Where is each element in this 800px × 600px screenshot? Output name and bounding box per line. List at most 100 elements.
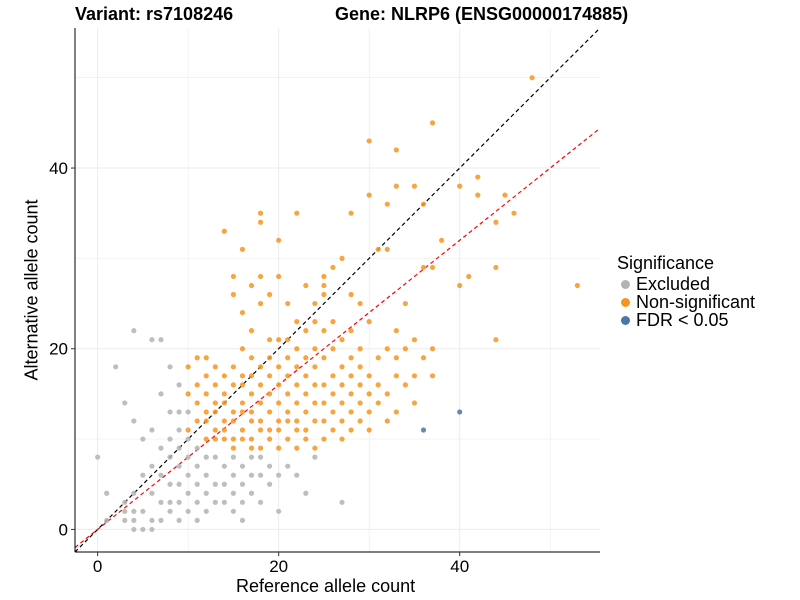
data-point-excluded [203,454,209,460]
data-point-excluded [248,490,255,496]
data-point-non-significant [276,337,282,343]
data-point-non-significant [248,282,255,289]
data-point-excluded [167,409,173,415]
data-point-non-significant [574,282,580,289]
data-point-non-significant [303,436,309,442]
data-point-non-significant [248,418,255,424]
data-point-excluded [230,472,237,478]
data-point-non-significant [429,346,436,352]
reference-line-identity [75,28,600,552]
data-point-excluded [131,490,137,496]
data-point-non-significant [411,183,418,189]
data-point-non-significant [276,400,282,406]
data-point-non-significant [438,237,445,243]
data-point-non-significant [257,427,264,433]
data-point-non-significant [267,436,273,442]
data-point-excluded [221,463,227,469]
data-point-excluded [239,517,246,523]
data-point-non-significant [230,409,237,415]
data-point-non-significant [312,418,318,424]
legend-swatch [621,297,630,307]
data-point-non-significant [203,409,209,415]
data-point-non-significant [330,427,336,433]
data-point-non-significant [276,427,282,433]
data-point-excluded [122,400,128,406]
data-point-non-significant [366,138,372,144]
data-point-non-significant [393,355,399,361]
legend-label: Non-significant [636,291,756,312]
data-point-excluded [185,409,191,415]
data-point-non-significant [221,436,227,442]
data-point-non-significant [257,210,264,216]
data-point-non-significant [185,391,191,397]
data-point-non-significant [285,418,291,424]
data-point-non-significant [221,391,227,397]
data-point-excluded [113,364,119,370]
data-point-non-significant [267,337,273,343]
data-point-non-significant [267,291,273,298]
data-point-non-significant [294,400,300,406]
data-point-non-significant [303,355,309,361]
data-point-non-significant [248,436,255,442]
y-tick-label: 0 [59,520,68,539]
data-point-non-significant [402,300,408,307]
data-point-non-significant [384,201,390,207]
legend-swatch [621,315,630,325]
data-point-non-significant [348,355,354,361]
data-point-non-significant [285,355,291,361]
data-point-non-significant [239,409,246,415]
data-point-non-significant [239,436,246,442]
data-point-non-significant [357,400,363,406]
data-point-excluded [194,481,200,487]
data-point-non-significant [257,273,264,280]
data-point-excluded [95,454,101,460]
data-point-non-significant [420,201,427,207]
data-point-non-significant [457,282,463,289]
data-point-excluded [176,463,182,469]
data-point-excluded [131,517,137,523]
data-point-non-significant [339,337,345,343]
legend-label: FDR < 0.05 [636,309,729,330]
data-point-excluded [122,508,128,514]
data-point-fdr-0-05 [457,409,463,415]
data-point-non-significant [411,400,418,406]
data-point-non-significant [303,328,309,334]
data-point-excluded [149,526,155,533]
legend: Significance Excluded Non-significant FDR … [617,253,756,330]
data-point-non-significant [312,382,318,388]
data-point-non-significant [393,409,399,415]
data-point-non-significant [248,355,255,361]
data-point-non-significant [239,373,246,379]
data-point-non-significant [239,427,246,433]
data-point-excluded [194,517,200,523]
data-point-non-significant [321,400,327,406]
data-point-non-significant [375,246,381,252]
data-point-non-significant [393,373,399,379]
data-point-non-significant [330,409,336,415]
data-point-excluded [176,409,182,415]
data-point-excluded [167,364,173,370]
data-point-excluded [285,463,291,469]
data-point-non-significant [303,409,309,415]
data-point-excluded [185,436,191,442]
data-point-non-significant [303,427,309,433]
chart-title-variant: Variant: rs7108246 [75,4,234,24]
data-point-non-significant [221,400,227,406]
data-point-non-significant [330,319,336,325]
data-point-excluded [167,508,173,514]
data-point-non-significant [420,355,427,361]
data-point-non-significant [257,382,264,388]
data-point-excluded [122,499,128,505]
data-point-excluded [294,472,300,478]
data-point-non-significant [312,300,318,307]
data-point-non-significant [267,373,273,379]
data-point-non-significant [529,75,535,81]
data-point-non-significant [303,373,309,379]
data-point-excluded [257,454,264,460]
data-point-non-significant [366,409,372,415]
data-point-non-significant [203,373,209,379]
data-point-non-significant [303,282,309,289]
data-point-non-significant [366,319,372,325]
data-point-non-significant [294,346,300,352]
x-tick-label: 0 [93,557,102,576]
